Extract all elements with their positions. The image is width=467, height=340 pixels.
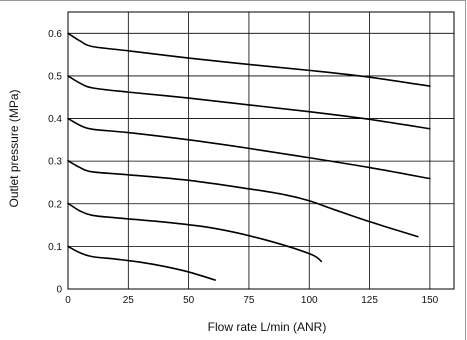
x-tick-label: 125 [361,295,378,306]
y-tick-label: 0.3 [48,157,62,168]
y-tick-label: 0.6 [48,29,62,40]
series-group [67,32,431,281]
series-line-1 [67,245,216,281]
y-tick-label: 0 [56,285,62,296]
series-line-6 [67,32,431,87]
y-tick-label: 0.5 [48,71,62,82]
x-tick-labels: 0 25 50 75 100 125 150 [65,295,438,306]
x-tick-label: 0 [65,295,71,306]
y-tick-label: 0.2 [48,199,62,210]
frame-border-right [465,0,466,340]
y-tick-label: 0.4 [48,114,62,125]
series-line-5 [67,75,431,130]
plot-frame [67,11,455,290]
x-tick-label: 100 [301,295,318,306]
series-line-4 [67,117,431,180]
y-tick-labels: 0 0.1 0.2 0.3 0.4 0.5 0.6 [48,29,62,296]
y-axis-label: Outlet pressure (MPa) [7,89,21,207]
x-tick-label: 150 [422,295,439,306]
x-tick-label: 75 [243,295,255,306]
x-tick-label: 50 [183,295,195,306]
grid-lines [68,12,454,289]
frame-border-top [0,0,465,1]
y-tick-label: 0.1 [48,242,62,253]
x-tick-label: 25 [123,295,135,306]
x-axis-label: Flow rate L/min (ANR) [208,320,327,334]
series-line-2 [67,202,323,263]
series-line-3 [67,159,419,238]
